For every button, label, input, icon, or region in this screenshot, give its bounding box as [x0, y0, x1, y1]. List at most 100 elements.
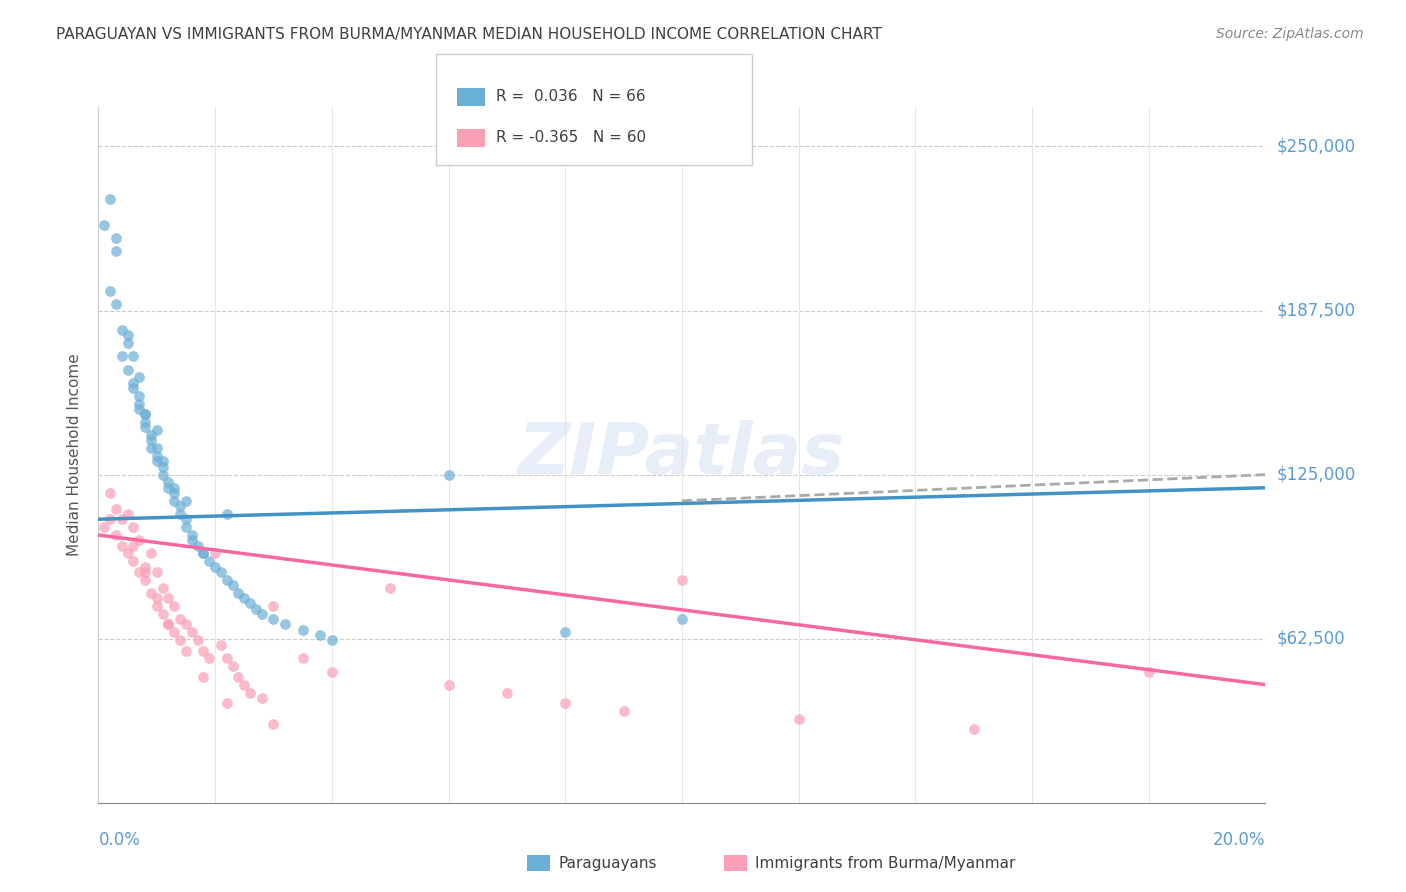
- Point: [117, 546, 139, 560]
- Point: [180, 625, 202, 640]
- Point: [250, 690, 273, 705]
- Point: [117, 507, 139, 521]
- Point: [163, 494, 186, 508]
- Point: [1137, 665, 1160, 679]
- Point: [174, 643, 197, 657]
- Text: $250,000: $250,000: [1277, 137, 1355, 155]
- Point: [104, 528, 127, 542]
- Point: [262, 599, 284, 613]
- Point: [122, 539, 145, 553]
- Point: [174, 512, 197, 526]
- Point: [152, 607, 174, 621]
- Point: [228, 670, 250, 684]
- Point: [180, 528, 202, 542]
- Point: [228, 586, 250, 600]
- Point: [612, 704, 634, 718]
- Point: [128, 370, 150, 384]
- Point: [274, 617, 297, 632]
- Point: [128, 389, 150, 403]
- Point: [128, 401, 150, 416]
- Text: R = -0.365   N = 60: R = -0.365 N = 60: [496, 130, 647, 145]
- Point: [209, 638, 232, 652]
- Point: [152, 581, 174, 595]
- Point: [104, 297, 127, 311]
- Point: [291, 623, 314, 637]
- Point: [193, 643, 215, 657]
- Point: [437, 467, 460, 482]
- Point: [134, 573, 156, 587]
- Point: [98, 192, 121, 206]
- Point: [139, 428, 162, 442]
- Point: [321, 665, 343, 679]
- Text: Paraguayans: Paraguayans: [558, 856, 657, 871]
- Text: Source: ZipAtlas.com: Source: ZipAtlas.com: [1216, 27, 1364, 41]
- Point: [146, 423, 169, 437]
- Point: [174, 494, 197, 508]
- Point: [221, 578, 243, 592]
- Point: [93, 218, 115, 232]
- Point: [245, 601, 267, 615]
- Point: [193, 670, 215, 684]
- Point: [169, 633, 191, 648]
- Point: [215, 651, 238, 665]
- Point: [98, 486, 121, 500]
- Point: [98, 284, 121, 298]
- Point: [262, 717, 284, 731]
- Point: [187, 633, 209, 648]
- Point: [152, 467, 174, 482]
- Point: [117, 328, 139, 343]
- Point: [134, 415, 156, 429]
- Point: [239, 685, 262, 699]
- Point: [321, 633, 343, 648]
- Point: [174, 520, 197, 534]
- Point: [163, 481, 186, 495]
- Text: ZIPatlas: ZIPatlas: [519, 420, 845, 490]
- Point: [309, 628, 332, 642]
- Point: [169, 507, 191, 521]
- Point: [180, 533, 202, 548]
- Point: [221, 659, 243, 673]
- Point: [93, 520, 115, 534]
- Text: $125,000: $125,000: [1277, 466, 1355, 483]
- Point: [198, 554, 221, 568]
- Point: [134, 407, 156, 421]
- Point: [262, 612, 284, 626]
- Point: [157, 475, 180, 490]
- Point: [962, 723, 984, 737]
- Point: [169, 499, 191, 513]
- Point: [554, 625, 576, 640]
- Point: [787, 712, 810, 726]
- Point: [146, 591, 169, 605]
- Point: [128, 397, 150, 411]
- Text: 20.0%: 20.0%: [1213, 830, 1265, 848]
- Point: [378, 581, 402, 595]
- Point: [152, 454, 174, 468]
- Point: [204, 559, 226, 574]
- Point: [111, 512, 134, 526]
- Point: [104, 244, 127, 259]
- Point: [157, 591, 180, 605]
- Point: [215, 573, 238, 587]
- Point: [157, 617, 180, 632]
- Point: [139, 434, 162, 448]
- Point: [239, 596, 262, 610]
- Point: [157, 481, 180, 495]
- Point: [146, 565, 169, 579]
- Point: [671, 573, 693, 587]
- Point: [104, 501, 127, 516]
- Point: [146, 449, 169, 463]
- Point: [215, 696, 238, 710]
- Point: [204, 546, 226, 560]
- Point: [495, 685, 517, 699]
- Point: [291, 651, 314, 665]
- Point: [157, 617, 180, 632]
- Point: [187, 539, 209, 553]
- Point: [128, 533, 150, 548]
- Point: [146, 442, 169, 456]
- Text: $187,500: $187,500: [1277, 301, 1355, 319]
- Point: [250, 607, 273, 621]
- Point: [111, 323, 134, 337]
- Point: [233, 678, 256, 692]
- Text: Immigrants from Burma/Myanmar: Immigrants from Burma/Myanmar: [755, 856, 1015, 871]
- Point: [169, 612, 191, 626]
